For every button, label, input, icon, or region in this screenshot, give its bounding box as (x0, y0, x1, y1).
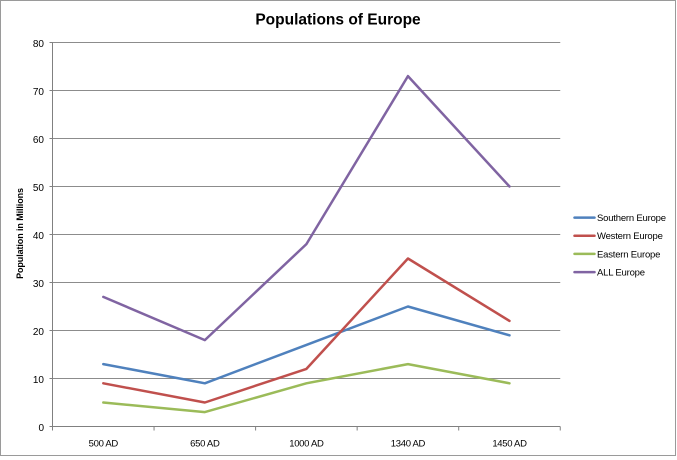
svg-text:500 AD: 500 AD (89, 438, 119, 449)
svg-text:10: 10 (33, 375, 45, 386)
svg-text:Southern Europe: Southern Europe (597, 213, 666, 224)
svg-text:50: 50 (33, 183, 45, 194)
svg-text:1450 AD: 1450 AD (492, 438, 527, 449)
svg-text:60: 60 (33, 135, 45, 146)
svg-text:Eastern Europe: Eastern Europe (597, 249, 660, 260)
svg-text:ALL Europe: ALL Europe (597, 268, 645, 279)
svg-text:40: 40 (33, 231, 45, 242)
svg-text:Western Europe: Western Europe (597, 231, 663, 242)
svg-text:1340 AD: 1340 AD (391, 438, 426, 449)
svg-text:20: 20 (33, 327, 45, 338)
svg-text:Population in Millions: Population in Millions (15, 188, 25, 279)
svg-text:0: 0 (38, 423, 44, 434)
svg-text:70: 70 (33, 87, 45, 98)
svg-text:1000 AD: 1000 AD (289, 438, 324, 449)
svg-text:30: 30 (33, 279, 45, 290)
svg-text:Populations of Europe: Populations of Europe (255, 12, 421, 29)
svg-text:650 AD: 650 AD (190, 438, 220, 449)
svg-text:80: 80 (33, 39, 45, 50)
